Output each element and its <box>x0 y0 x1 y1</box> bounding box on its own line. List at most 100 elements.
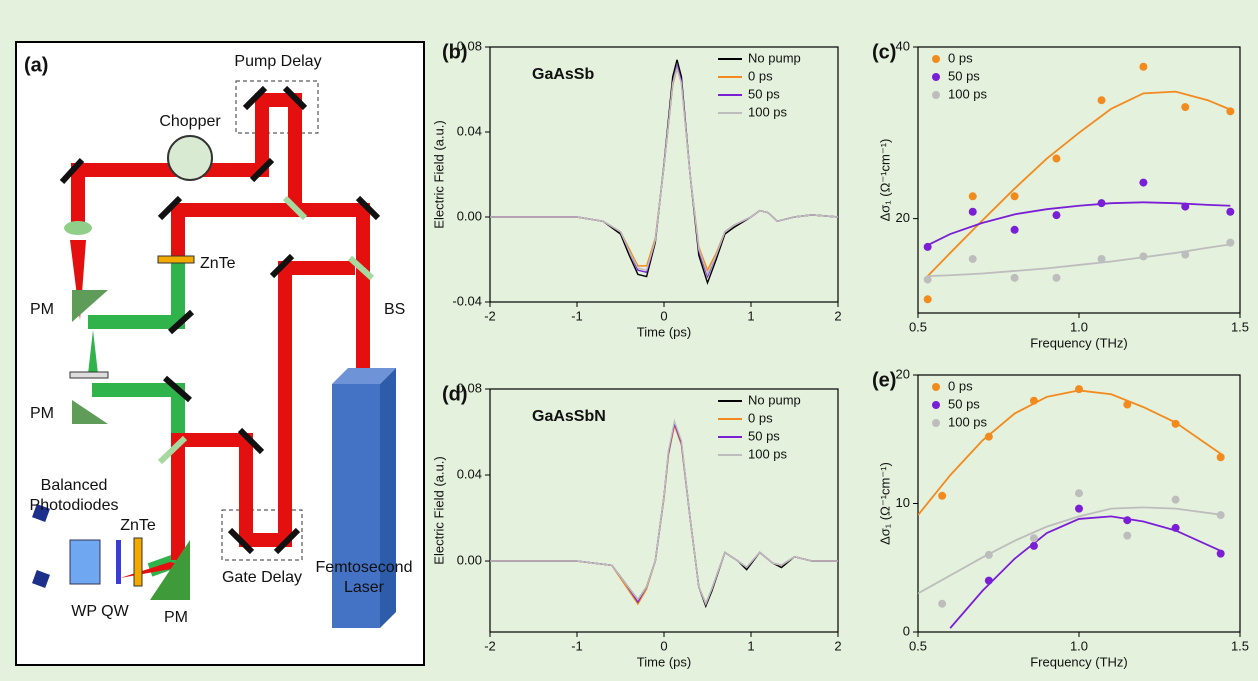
data-point <box>1029 396 1038 405</box>
x-axis-label: Frequency (THz) <box>1030 335 1128 350</box>
series-line <box>490 418 838 606</box>
legend-label: 0 ps <box>748 68 773 83</box>
diagram-label: Photodiodes <box>30 497 119 514</box>
legend-label: 50 ps <box>748 86 780 101</box>
beam-splitters <box>157 195 375 465</box>
pm-mirror <box>72 400 108 424</box>
diagram-label: Laser <box>344 579 385 596</box>
diagram-label: Balanced <box>41 477 108 494</box>
data-point <box>1216 549 1225 558</box>
x-tick-label: 2 <box>834 638 841 653</box>
x-tick-label: 2 <box>834 308 841 323</box>
data-point <box>1181 103 1190 112</box>
green-focus <box>88 330 98 374</box>
diagram-label: ZnTe <box>120 517 156 534</box>
data-point <box>1171 495 1180 504</box>
x-tick-label: 1.0 <box>1070 319 1088 334</box>
x-tick-label: 1 <box>747 638 754 653</box>
data-point <box>1052 154 1061 163</box>
fit-line <box>918 506 1225 595</box>
legend-label: 100 ps <box>748 104 788 119</box>
red-focus <box>70 240 86 320</box>
plot-area <box>918 385 1225 629</box>
data-point <box>1181 250 1190 259</box>
y-tick-label: 0.08 <box>457 380 482 395</box>
x-axis-label: Time (ps) <box>637 654 691 669</box>
data-point <box>1181 202 1190 211</box>
legend-swatch <box>932 419 940 427</box>
data-point <box>1052 273 1061 282</box>
diagram-label: Femtosecond <box>316 559 413 576</box>
data-point <box>1029 534 1038 543</box>
data-point <box>1010 225 1019 234</box>
series-line <box>490 65 838 277</box>
y-axis-label: Electric Field (a.u.) <box>431 456 446 564</box>
legend-label: 0 ps <box>948 50 973 65</box>
y-tick-label: 0.00 <box>457 208 482 223</box>
data-point <box>923 242 932 251</box>
pm-mirror <box>72 290 108 322</box>
sample <box>69 371 109 379</box>
panel-label: (a) <box>24 54 48 76</box>
data-point <box>1139 252 1148 261</box>
znte <box>133 537 143 587</box>
y-tick-label: 0 <box>903 623 910 638</box>
y-tick-label: -0.04 <box>452 293 482 308</box>
x-tick-label: -2 <box>484 638 496 653</box>
y-tick-label: 0.08 <box>457 38 482 53</box>
chopper <box>167 135 213 181</box>
laser <box>332 384 380 628</box>
legend-label: 100 ps <box>948 414 988 429</box>
diagram-label: PM <box>30 405 54 422</box>
legend-swatch <box>932 73 940 81</box>
y-tick-label: 0.04 <box>457 466 482 481</box>
data-point <box>1171 523 1180 532</box>
data-point <box>1123 516 1132 525</box>
diagram-label: WP QW <box>71 603 129 620</box>
data-point <box>1171 419 1180 428</box>
diagram-label: Pump Delay <box>234 53 321 70</box>
data-point <box>938 599 947 608</box>
photodiode <box>32 570 50 588</box>
data-point <box>1010 192 1019 201</box>
plot-area <box>490 59 838 286</box>
pm-mirror <box>150 540 190 600</box>
x-tick-label: -2 <box>484 308 496 323</box>
data-point <box>1226 207 1235 216</box>
diagram-label: PM <box>30 301 54 318</box>
data-point <box>1010 273 1019 282</box>
data-point <box>923 275 932 284</box>
legend-label: 0 ps <box>948 378 973 393</box>
plot-frame <box>489 388 839 633</box>
data-point <box>968 207 977 216</box>
x-tick-label: 1 <box>747 308 754 323</box>
fit-line <box>949 515 1225 629</box>
data-point <box>1226 238 1235 247</box>
red-beam <box>71 93 370 560</box>
x-axis-label: Time (ps) <box>637 324 691 339</box>
data-point <box>1075 504 1083 513</box>
y-tick-label: 20 <box>896 210 910 225</box>
legend-swatch <box>932 401 940 409</box>
data-point <box>968 254 977 263</box>
laser-top <box>332 368 396 384</box>
data-point <box>1097 254 1106 263</box>
panel-label: (e) <box>872 369 896 391</box>
data-point <box>1097 96 1106 105</box>
legend-label: 50 ps <box>748 428 780 443</box>
data-point <box>1123 400 1132 409</box>
data-point <box>968 192 977 201</box>
data-point <box>1029 541 1038 550</box>
data-point <box>1075 385 1083 394</box>
y-axis-label: Δσ₁ (Ω⁻¹cm⁻¹) <box>877 462 892 545</box>
fit-line <box>918 389 1225 516</box>
y-axis-label: Electric Field (a.u.) <box>431 120 446 228</box>
wollaston-prism <box>69 539 101 585</box>
x-tick-label: 0 <box>660 308 667 323</box>
gate-delay-box <box>221 509 303 561</box>
y-tick-label: 0.04 <box>457 123 482 138</box>
annotation: GaAsSb <box>532 66 594 83</box>
data-point <box>984 576 993 585</box>
mirrors <box>59 85 381 555</box>
